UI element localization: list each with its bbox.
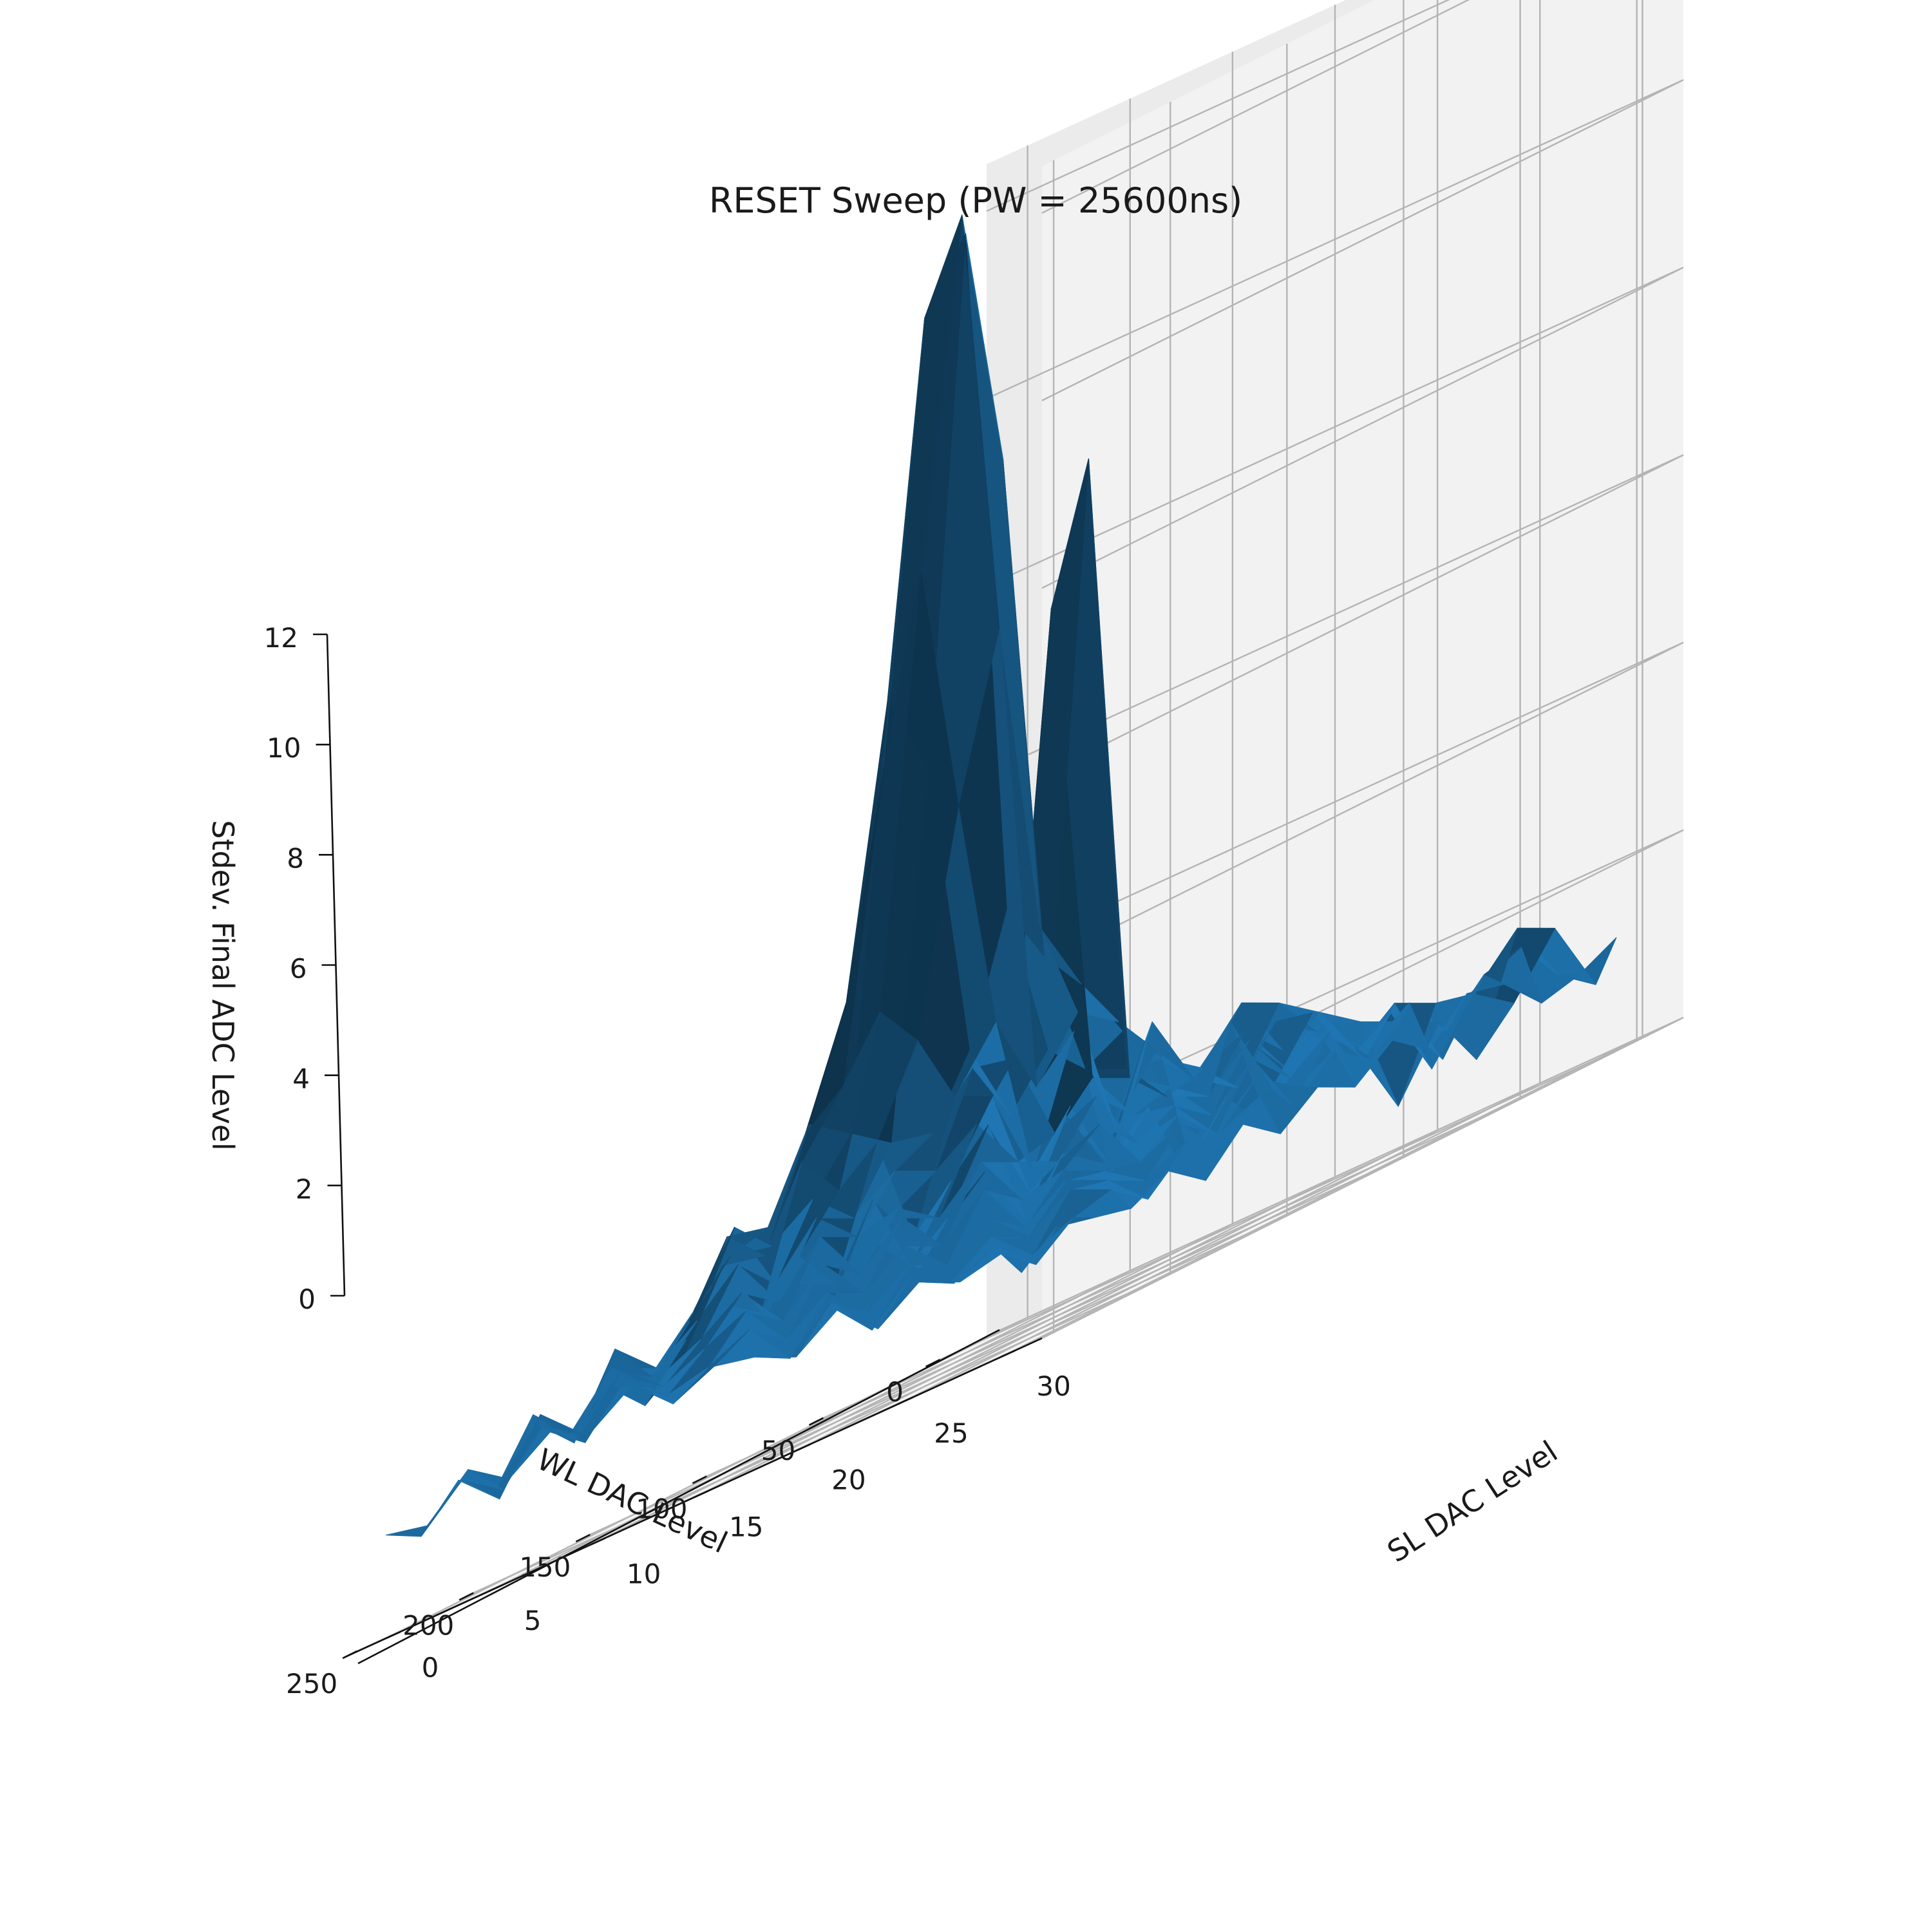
grid-line-z [986, 0, 1470, 214]
chart-title: RESET Sweep (PW = 25600ns) [709, 180, 1242, 221]
grid-line-z [986, 641, 1684, 964]
y-tick-label: 20 [831, 1464, 866, 1496]
grid-line-z [986, 1016, 1684, 1340]
x-axis-line [357, 1329, 1000, 1665]
y-tick-label: 25 [934, 1417, 968, 1449]
pane-back-right [1042, 0, 1683, 1338]
x-tick-mark [459, 1592, 474, 1601]
y-tick-label: 0 [422, 1652, 439, 1683]
y-tick-mark [1000, 1349, 1016, 1358]
y-tick-mark [693, 1490, 708, 1499]
y-tick-mark [898, 1396, 913, 1405]
z-tick-label: 2 [296, 1173, 313, 1205]
x-tick-mark [342, 1650, 357, 1660]
z-tick-label: 10 [267, 732, 301, 764]
z-tick-label: 6 [290, 953, 307, 985]
z-tick-label: 4 [292, 1063, 310, 1095]
x-tick-mark [925, 1359, 941, 1368]
x-tick-label: 250 [286, 1668, 337, 1700]
grid-line-z [986, 454, 1684, 777]
y-tick-mark [386, 1631, 401, 1640]
z-tick-label: 0 [298, 1283, 316, 1315]
x-tick-mark [692, 1475, 707, 1484]
y-tick-label: 15 [729, 1511, 763, 1543]
y-tick-mark [591, 1537, 606, 1546]
y-tick-mark [488, 1584, 504, 1593]
surface-facet [385, 1479, 463, 1537]
grid-line-z [986, 267, 1684, 589]
x-tick-label: 150 [519, 1551, 571, 1583]
surface-mesh [385, 214, 1617, 1537]
z-axis-label: Stdev. Final ADC Level [205, 820, 240, 1150]
y-tick-label: 5 [524, 1605, 542, 1636]
x-tick-label: 200 [402, 1609, 454, 1641]
y-tick-label: 10 [627, 1558, 661, 1589]
z-tick-label: 8 [287, 842, 304, 874]
x-tick-label: 50 [761, 1435, 795, 1466]
y-tick-mark [795, 1443, 811, 1452]
grid-line-z [986, 79, 1684, 402]
y-tick-label: 30 [1036, 1370, 1070, 1402]
x-tick-label: 100 [636, 1493, 687, 1524]
x-tick-mark [808, 1417, 824, 1426]
x-tick-mark [575, 1533, 591, 1543]
z-tick-label: 12 [264, 622, 298, 654]
